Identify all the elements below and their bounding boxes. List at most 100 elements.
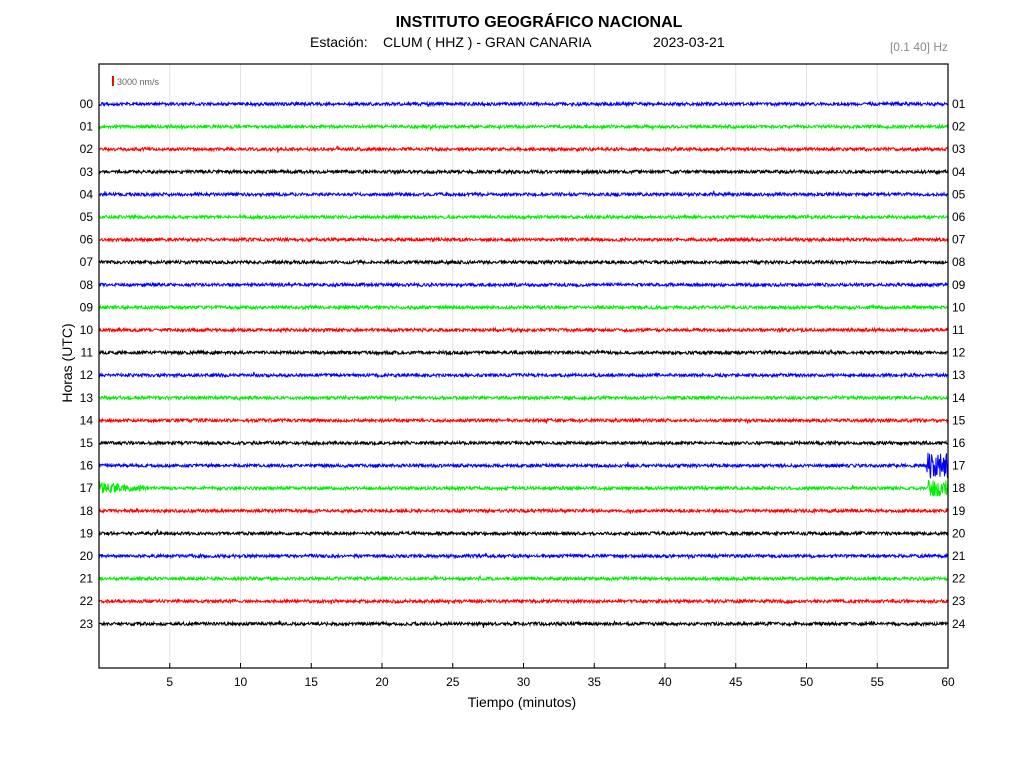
trace-20 [98,552,949,560]
hour-label-left: 17 [80,481,94,495]
trace-00 [98,100,949,108]
trace-16 [98,452,949,479]
hour-label-right: 14 [952,391,966,405]
chart-title: INSTITUTO GEOGRÁFICO NACIONAL [396,12,683,31]
hour-label-right: 10 [952,300,966,314]
x-axis-ticks: 5 10 15 20 25 30 35 40 45 50 55 60 [166,663,955,689]
hour-label-right: 09 [952,278,966,292]
hour-label-right: 03 [952,142,966,156]
hour-label-left: 04 [80,187,94,201]
trace-21 [99,574,949,583]
hour-label-right: 06 [952,210,966,224]
hour-label-left: 09 [80,300,94,314]
hour-label-left: 00 [80,97,94,111]
y-axis-label: Horas (UTC) [59,323,75,402]
trace-12 [98,371,949,379]
hour-label-left: 10 [80,323,94,337]
x-tick-label: 15 [305,675,319,689]
x-tick-label: 10 [234,675,248,689]
trace-03 [98,168,949,176]
x-tick-label: 35 [588,675,602,689]
hour-label-right: 15 [952,413,966,427]
trace-23 [98,619,949,628]
x-tick-label: 20 [375,675,389,689]
trace-01 [98,123,949,132]
trace-19 [98,529,949,537]
filter-band: [0.1 40] Hz [890,40,948,54]
scale-bar-mark [112,76,114,86]
hour-label-left: 12 [80,368,94,382]
x-tick-label: 45 [729,675,743,689]
x-axis-label: Tiempo (minutos) [468,694,576,710]
scale-bar-label: 3000 nm/s [117,77,160,87]
station-label: Estación: [310,34,368,50]
trace-15 [98,439,949,447]
hour-label-left: 01 [80,120,94,134]
hour-label-left: 07 [80,255,94,269]
x-tick-label: 55 [871,675,885,689]
trace-14 [98,416,949,425]
hour-label-left: 11 [81,346,94,360]
grid-lines [169,64,878,668]
trace-07 [98,258,949,266]
station-name: CLUM ( HHZ ) - GRAN CANARIA [383,34,592,50]
hour-label-right: 13 [952,368,966,382]
hour-label-left: 19 [80,526,94,540]
hour-label-left: 05 [80,210,94,224]
hour-label-left: 16 [80,459,94,473]
hour-label-right: 02 [952,120,966,134]
seismic-traces [98,100,949,628]
hour-label-right: 19 [952,504,966,518]
chart-date: 2023-03-21 [653,34,725,50]
hour-label-right: 20 [952,526,966,540]
hour-label-right: 08 [952,255,966,269]
hour-label-right: 22 [952,572,966,586]
left-hour-labels: 00 01 02 03 04 05 06 07 08 09 10 11 12 13 14 15 16 17 18 19… [80,97,94,631]
hour-label-right: 04 [952,165,966,179]
hour-label-right: 05 [952,187,966,201]
scale-bar: 3000 nm/s [112,76,160,87]
hour-label-right: 23 [952,594,966,608]
trace-18 [98,507,949,515]
x-tick-label: 25 [446,675,460,689]
hour-label-right: 11 [952,323,965,337]
hour-label-right: 16 [952,436,966,450]
hour-label-left: 08 [80,278,94,292]
hour-label-right: 24 [952,617,966,631]
hour-label-right: 01 [952,97,966,111]
trace-09 [98,303,949,311]
hour-label-left: 18 [80,504,94,518]
hour-label-left: 13 [80,391,94,405]
hour-label-right: 12 [952,346,966,360]
trace-22 [98,597,949,605]
trace-10 [98,326,949,334]
hour-label-left: 02 [80,142,94,156]
trace-13 [98,394,949,402]
right-hour-labels: 01 02 03 04 05 06 07 08 09 10 11 12 13 14 15 16 17 18 19 20… [952,97,966,631]
trace-04 [98,190,949,198]
hour-label-left: 15 [80,436,94,450]
hour-label-left: 23 [80,617,94,631]
trace-06 [98,236,949,244]
trace-02 [98,145,949,153]
hour-label-right: 21 [952,549,966,563]
hour-label-left: 22 [80,594,94,608]
x-tick-label: 40 [658,675,672,689]
trace-17 [98,479,949,498]
hour-label-left: 06 [80,233,94,247]
trace-08 [98,281,949,289]
hour-label-right: 17 [952,459,966,473]
hour-label-left: 21 [80,572,94,586]
hour-label-left: 03 [80,165,94,179]
hour-label-left: 14 [80,413,94,427]
x-tick-label: 50 [800,675,814,689]
x-tick-label: 60 [941,675,955,689]
x-tick-label: 30 [517,675,531,689]
hour-label-right: 07 [952,233,966,247]
trace-05 [98,213,949,221]
trace-11 [98,348,948,357]
hour-label-right: 18 [952,481,966,495]
hour-label-left: 20 [80,549,94,563]
x-tick-label: 5 [166,675,173,689]
